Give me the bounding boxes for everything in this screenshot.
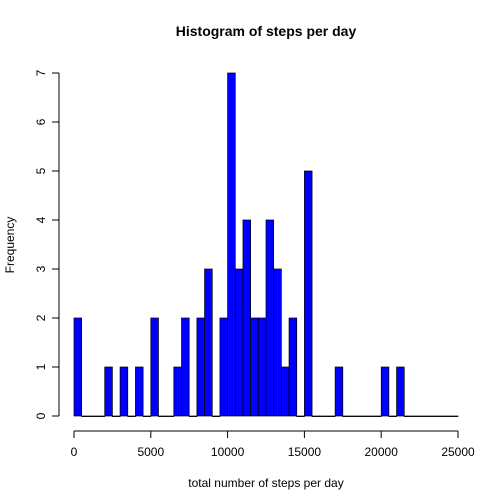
histogram-bar [219, 317, 228, 417]
histogram-bar [342, 415, 351, 417]
bars-group [73, 72, 459, 417]
histogram-bar [211, 415, 221, 417]
histogram-bar [365, 415, 374, 417]
histogram-bar [104, 366, 113, 417]
histogram-bar [281, 366, 290, 417]
histogram-bar [434, 415, 443, 417]
histogram-bar [204, 268, 213, 417]
histogram-bar [396, 366, 405, 417]
histogram-bar [73, 317, 83, 417]
x-axis-label: total number of steps per day [188, 476, 343, 490]
histogram-bar [227, 72, 236, 417]
histogram-bar [165, 415, 175, 417]
histogram-bar [380, 366, 390, 417]
x-tick-label: 10000 [211, 445, 245, 459]
histogram-bar [119, 366, 129, 417]
y-tick-label: 3 [34, 265, 48, 272]
histogram-bar [89, 415, 98, 417]
histogram-bar [234, 268, 244, 417]
histogram-bar [81, 415, 90, 417]
histogram-bar [388, 415, 397, 417]
histogram-bar [150, 317, 159, 417]
histogram-bar [288, 317, 298, 417]
histogram-bar [96, 415, 106, 417]
histogram-bar [304, 170, 313, 417]
x-axis: 0 5000 10000 15000 20000 25000 [71, 430, 475, 459]
histogram-bar [127, 415, 136, 417]
histogram-bar [265, 219, 275, 417]
histogram-bar [442, 415, 451, 417]
x-tick-label: 20000 [365, 445, 399, 459]
y-axis-label: Frequency [3, 217, 17, 274]
histogram-bar [257, 317, 267, 417]
histogram-bar [311, 415, 321, 417]
x-tick-label: 0 [71, 445, 78, 459]
x-tick-label: 5000 [137, 445, 164, 459]
y-tick-label: 1 [34, 363, 48, 370]
y-tick-label: 7 [34, 69, 48, 76]
histogram-bar [158, 415, 167, 417]
histogram-bar [350, 415, 359, 417]
histogram-bar [181, 317, 190, 417]
histogram-bar [188, 415, 198, 417]
x-tick-label: 25000 [441, 445, 475, 459]
histogram-bar [142, 415, 152, 417]
x-tick-label: 15000 [288, 445, 322, 459]
histogram-bar [273, 268, 282, 417]
histogram-bar [403, 415, 413, 417]
histogram-bar [242, 219, 251, 417]
histogram-bar [373, 415, 382, 417]
histogram-bar [327, 415, 336, 417]
y-tick-label: 4 [34, 216, 48, 223]
y-tick-label: 2 [34, 314, 48, 321]
histogram-bar [419, 415, 428, 417]
histogram-bar [411, 415, 420, 417]
histogram-bar [319, 415, 328, 417]
histogram-bar [112, 415, 121, 417]
y-tick-label: 0 [34, 412, 48, 419]
y-axis: 0 1 2 3 4 5 6 7 [34, 69, 60, 419]
chart-title: Histogram of steps per day [176, 23, 357, 39]
histogram-bar [426, 415, 436, 417]
histogram-bar [296, 415, 305, 417]
histogram-bar [173, 366, 182, 417]
histogram-bar [449, 415, 459, 417]
y-tick-label: 5 [34, 167, 48, 174]
histogram-bar [196, 317, 205, 417]
y-tick-label: 6 [34, 118, 48, 125]
histogram-bar [135, 366, 144, 417]
histogram-bar [250, 317, 259, 417]
histogram-bar [334, 366, 344, 417]
histogram-bar [357, 415, 367, 417]
